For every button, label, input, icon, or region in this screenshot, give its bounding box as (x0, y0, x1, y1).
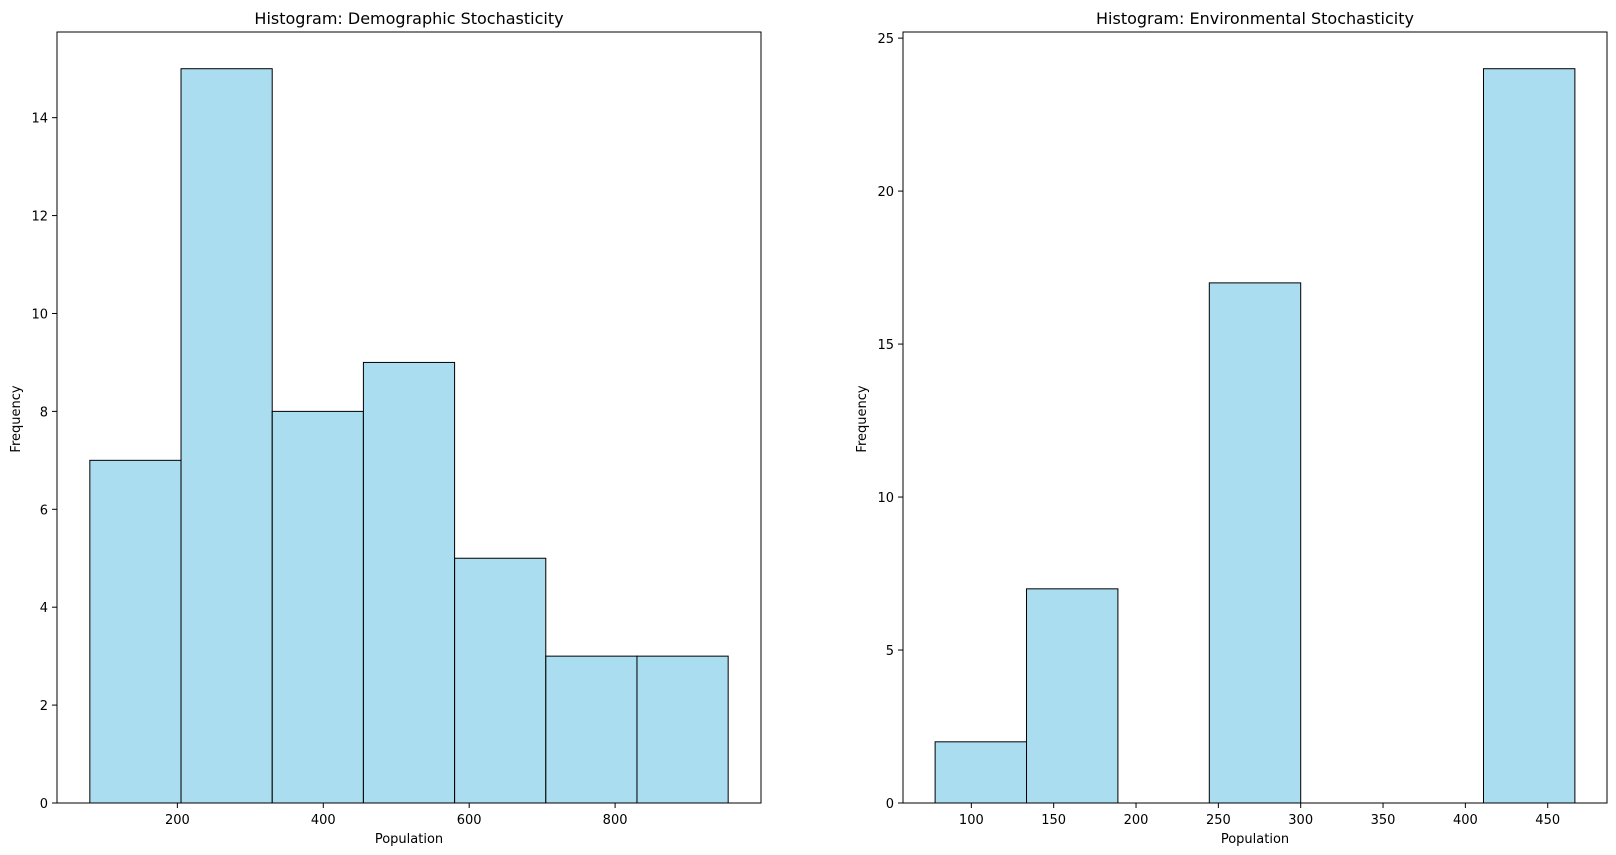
chart-title: Histogram: Demographic Stochasticity (254, 9, 563, 28)
histogram-bar-6 (1482, 68, 1576, 804)
x-tick-label: 400 (1453, 813, 1478, 828)
x-tick-label: 400 (311, 813, 336, 828)
bars (89, 68, 729, 804)
x-tick-label: 250 (1206, 813, 1231, 828)
x-ticks: 200 400 600 800 (165, 803, 628, 828)
y-tick-label: 10 (877, 491, 894, 506)
y-tick-label: 0 (40, 797, 48, 812)
y-tick-label: 25 (877, 32, 894, 47)
y-ticks: 0 2 4 6 8 10 12 14 (31, 112, 57, 812)
histogram-bar-4 (454, 557, 547, 804)
histogram-bar-2 (271, 410, 364, 804)
x-tick-label: 100 (959, 813, 984, 828)
x-axis-label: Population (375, 832, 443, 847)
histogram-bar-6 (636, 655, 729, 804)
histogram-bar-0 (89, 459, 182, 804)
histogram-bar-1 (1026, 588, 1119, 804)
y-tick-label: 2 (40, 699, 48, 714)
y-tick-label: 6 (40, 503, 48, 518)
x-tick-label: 200 (1124, 813, 1149, 828)
y-tick-label: 8 (40, 405, 48, 420)
y-axis-label: Frequency (855, 385, 870, 452)
histogram-bar-3 (362, 361, 456, 804)
y-ticks: 0 5 10 15 20 25 (877, 32, 903, 812)
x-tick-label: 600 (457, 813, 482, 828)
histogram-demographic-panel: Histogram: Demographic Stochasticity Pop… (9, 9, 762, 847)
y-tick-label: 12 (31, 210, 48, 225)
y-tick-label: 15 (877, 338, 894, 353)
chart-title: Histogram: Environmental Stochasticity (1096, 9, 1414, 28)
bars (934, 68, 1576, 804)
x-tick-label: 450 (1535, 813, 1560, 828)
histogram-bar-1 (180, 68, 273, 804)
plot-frame (56, 31, 762, 804)
y-tick-label: 5 (886, 644, 894, 659)
x-ticks: 100 150 200 250 300 350 400 450 (959, 803, 1560, 828)
x-tick-label: 800 (603, 813, 628, 828)
x-axis-label: Population (1221, 832, 1289, 847)
histogram-bar-0 (934, 741, 1028, 804)
y-axis-label: Frequency (9, 385, 24, 452)
x-tick-label: 300 (1288, 813, 1313, 828)
y-tick-label: 14 (31, 112, 48, 127)
y-tick-label: 20 (877, 185, 894, 200)
y-tick-label: 0 (886, 797, 894, 812)
x-tick-label: 150 (1041, 813, 1066, 828)
histogram-environmental-panel: Histogram: Environmental Stochasticity P… (855, 9, 1608, 847)
histogram-bar-5 (545, 655, 638, 804)
histogram-bar-3 (1208, 282, 1302, 804)
x-tick-label: 200 (165, 813, 190, 828)
plot-frame (902, 31, 1608, 804)
x-tick-label: 350 (1371, 813, 1396, 828)
y-tick-label: 4 (40, 601, 48, 616)
y-tick-label: 10 (31, 307, 48, 322)
